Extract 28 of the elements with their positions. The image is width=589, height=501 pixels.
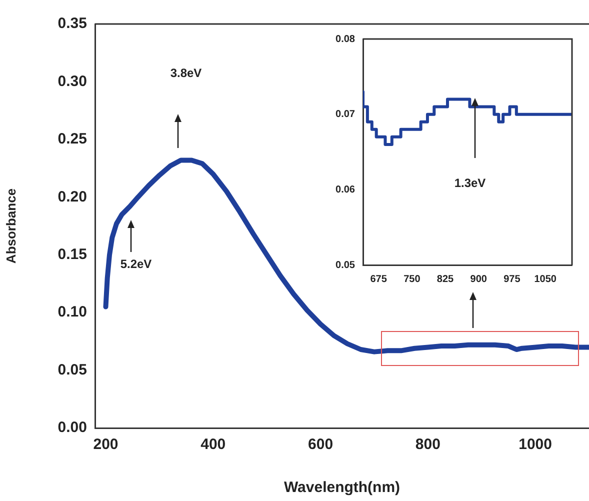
annotation: 5.2eV [120,257,152,271]
y-tick-label: 0.07 [336,109,356,120]
x-tick-label: 900 [470,274,488,285]
y-tick-label: 0.25 [58,130,87,148]
annotation: 1.3eV [454,176,486,190]
x-tick-label: 675 [370,274,388,285]
x-tick-label: 400 [200,436,226,454]
x-tick-label: 800 [415,436,440,454]
x-axis-title: Wavelength(nm) [284,479,400,496]
y-tick-label: 0.10 [58,304,87,321]
x-tick-label: 600 [308,436,334,454]
y-tick-label: 0.00 [58,419,87,436]
x-tick-label: 200 [93,436,118,454]
x-tick-label: 975 [504,274,521,285]
y-tick-label: 0.20 [58,188,87,206]
annotation: 3.8eV [170,66,202,80]
y-tick-label: 0.15 [58,246,87,263]
y-tick-label: 0.05 [336,260,356,271]
x-tick-label: 1050 [534,274,557,285]
y-tick-label: 0.35 [58,15,87,32]
y-tick-label: 0.05 [58,361,87,378]
y-tick-label: 0.06 [336,184,356,196]
y-tick-label: 0.08 [336,34,356,45]
y-tick-label: 0.30 [58,72,87,90]
y-axis-title: Absorbance [3,188,18,264]
x-tick-label: 750 [404,274,421,285]
x-tick-label: 1000 [518,436,552,454]
x-tick-label: 825 [436,274,454,285]
